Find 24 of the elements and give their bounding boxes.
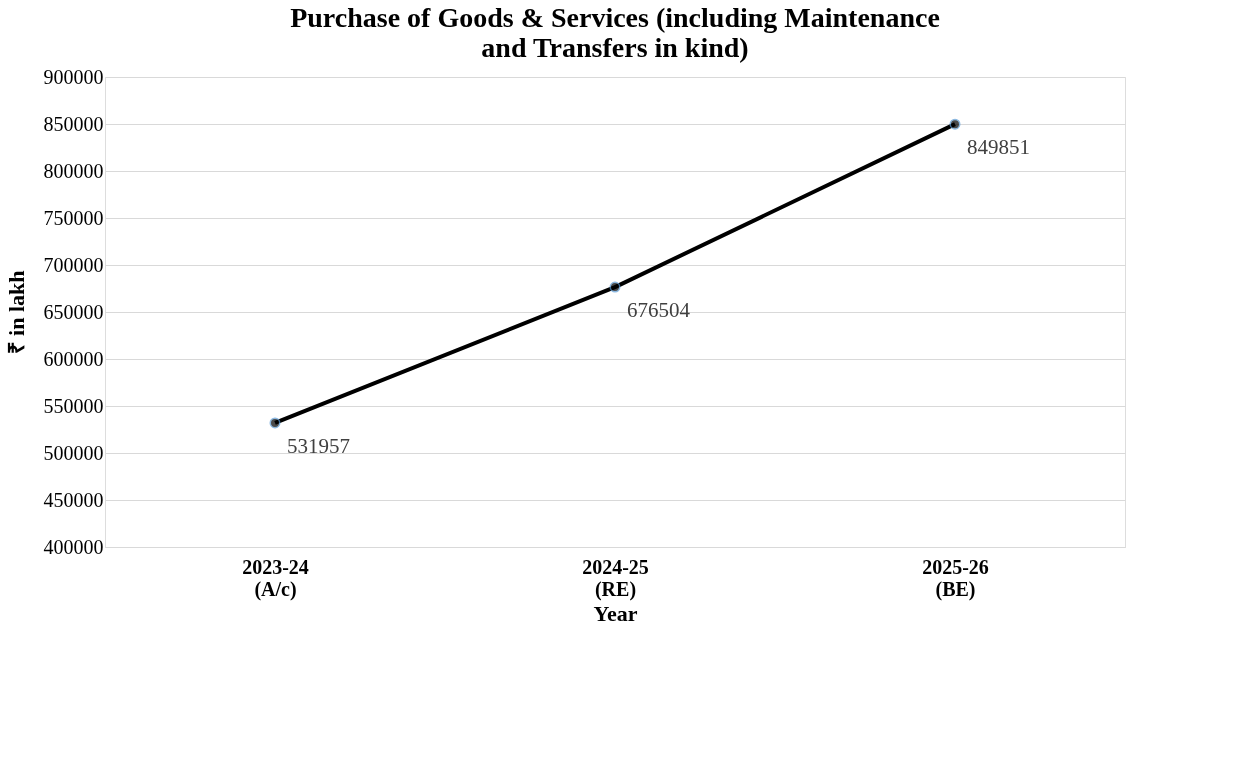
- y-tick-label: 500000: [43, 441, 104, 464]
- y-tick-label: 900000: [43, 65, 104, 88]
- y-tick-label: 450000: [43, 488, 104, 511]
- data-label: 531957: [287, 433, 350, 458]
- text: and Transfers in kind): [481, 32, 749, 63]
- y-tick-label: 550000: [43, 394, 104, 417]
- x-tick-label: 2025-26 (BE): [922, 555, 989, 601]
- data-label: 676504: [627, 298, 691, 323]
- point: [609, 281, 621, 293]
- y-tick-label: 600000: [43, 347, 104, 370]
- y-tick-label: 850000: [43, 112, 104, 135]
- x-axis-title: Year: [593, 600, 638, 626]
- x-tick-label: 2024-25 (RE): [582, 555, 649, 601]
- y-tick-label: 750000: [43, 206, 104, 229]
- y-tick-label: 400000: [43, 535, 104, 558]
- x-tick-label: 2023-24 (A/c): [242, 555, 309, 601]
- text: Purchase of Goods & Services (including Maintenance: [290, 2, 940, 33]
- data-label: 849851: [967, 135, 1030, 160]
- y-tick-label: 650000: [43, 300, 104, 323]
- point: [269, 417, 281, 429]
- y-axis-title: ₹ in lakh: [3, 270, 29, 355]
- y-tick-label: 800000: [43, 159, 104, 182]
- point: [949, 118, 961, 130]
- y-tick-label: 700000: [43, 253, 104, 276]
